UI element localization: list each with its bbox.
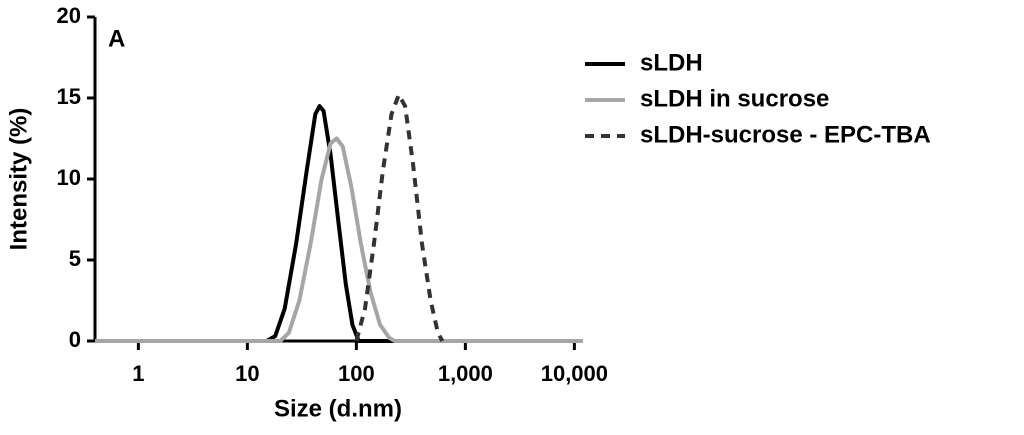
x-tick-label: 100 [338, 361, 375, 386]
y-axis-label: Intensity (%) [5, 108, 32, 251]
y-tick-label: 10 [57, 165, 81, 190]
y-tick-label: 15 [57, 84, 81, 109]
legend-label: sLDH in sucrose [640, 85, 829, 112]
x-tick-label: 1,000 [438, 361, 493, 386]
panel-label: A [108, 25, 125, 52]
y-tick-label: 0 [69, 327, 81, 352]
series-line [95, 136, 583, 343]
legend-label: sLDH [640, 49, 703, 76]
y-tick-label: 5 [69, 246, 81, 271]
x-tick-label: 1 [132, 361, 144, 386]
y-tick-label: 20 [57, 3, 81, 28]
x-tick-label: 10 [235, 361, 259, 386]
legend-label: sLDH-sucrose - EPC-TBA [640, 121, 931, 148]
series-line [354, 92, 445, 342]
x-tick-label: 10,000 [541, 361, 608, 386]
series-line [95, 104, 583, 343]
x-axis-label: Size (d.nm) [274, 395, 402, 422]
